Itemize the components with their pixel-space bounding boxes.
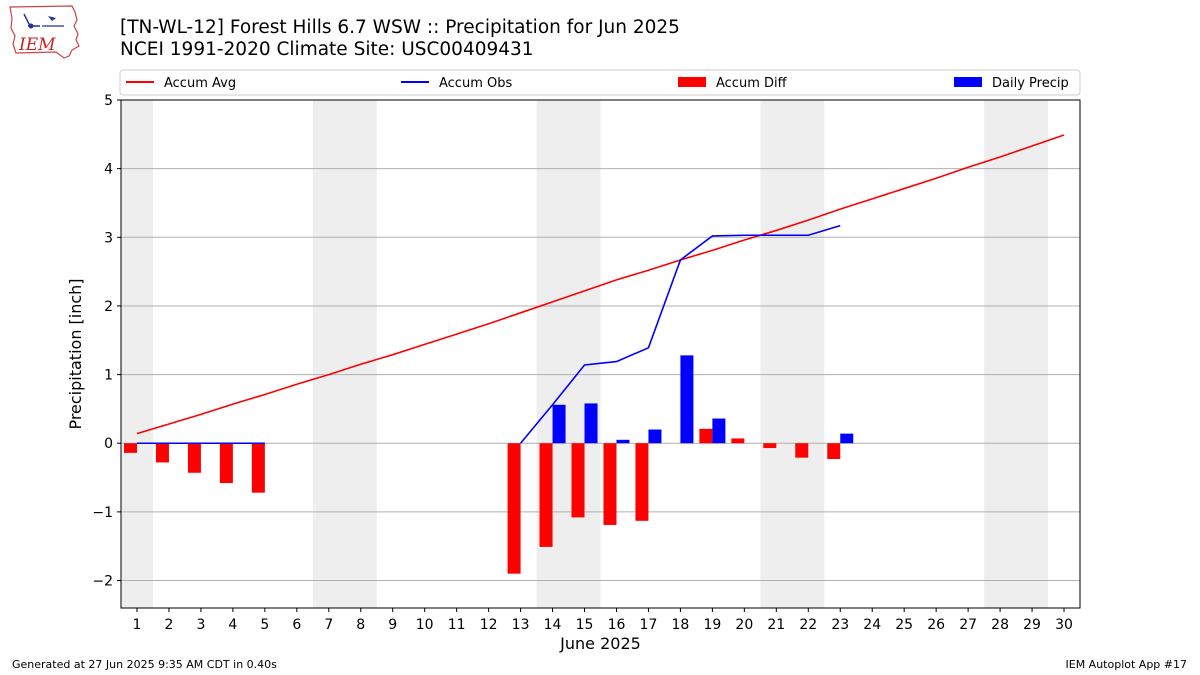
diff-bar — [539, 443, 553, 547]
legend-box — [119, 69, 1081, 96]
x-tick-label: 5 — [260, 617, 269, 633]
legend-label: Accum Obs — [439, 76, 512, 91]
x-tick-label: 24 — [863, 617, 881, 633]
diff-bar — [699, 428, 713, 444]
weekend-band — [760, 100, 825, 608]
x-tick-label: 15 — [576, 617, 594, 633]
diff-bar — [507, 443, 521, 574]
x-tick-label: 7 — [324, 617, 333, 633]
diff-bar — [731, 438, 745, 444]
y-tick-label: 0 — [104, 436, 113, 452]
diff-bar — [571, 443, 585, 518]
x-tick-label: 25 — [895, 617, 913, 633]
x-axis-label: June 2025 — [559, 634, 641, 653]
y-tick-label: −1 — [92, 505, 113, 521]
x-tick-label: 8 — [356, 617, 365, 633]
daily-precip-bar — [616, 439, 630, 444]
weekend-band — [312, 100, 377, 608]
daily-precip-bar — [584, 403, 598, 444]
diff-bar — [251, 443, 265, 493]
diff-bar — [219, 443, 233, 484]
diff-bar — [827, 443, 841, 460]
x-tick-label: 1 — [133, 617, 142, 633]
legend-label: Accum Avg — [164, 76, 236, 91]
generated-note: Generated at 27 Jun 2025 9:35 AM CDT in … — [12, 658, 277, 671]
x-tick-label: 27 — [959, 617, 977, 633]
diff-bar — [603, 443, 617, 525]
diff-bar — [123, 443, 137, 453]
x-tick-label: 10 — [416, 617, 434, 633]
x-tick-label: 20 — [735, 617, 753, 633]
x-tick-label: 16 — [608, 617, 626, 633]
x-tick-label: 4 — [228, 617, 237, 633]
y-tick-label: −2 — [92, 574, 113, 590]
x-tick-label: 29 — [1023, 617, 1041, 633]
y-tick-label: 2 — [104, 299, 113, 315]
legend-swatch — [954, 77, 982, 87]
daily-precip-bar — [648, 429, 662, 444]
accum-obs-line — [519, 224, 841, 444]
plot-frame — [120, 99, 1081, 609]
x-tick-label: 14 — [544, 617, 562, 633]
logo-text: IEM — [18, 35, 56, 55]
x-tick-label: 2 — [164, 617, 173, 633]
diff-bar — [155, 443, 169, 463]
x-tick-label: 21 — [767, 617, 785, 633]
diff-bar — [795, 443, 809, 458]
y-tick-label: 3 — [104, 230, 113, 246]
x-tick-label: 22 — [799, 617, 817, 633]
weekend-band — [121, 100, 153, 608]
daily-precip-bar — [840, 433, 854, 444]
legend-label: Daily Precip — [992, 76, 1069, 91]
y-tick-label: 1 — [104, 368, 113, 384]
x-tick-label: 6 — [292, 617, 301, 633]
legend-swatch — [678, 77, 706, 87]
app-credit: IEM Autoplot App #17 — [1065, 658, 1188, 671]
diff-bar — [763, 443, 777, 449]
x-tick-label: 17 — [640, 617, 658, 633]
x-tick-label: 13 — [512, 617, 530, 633]
x-tick-label: 19 — [703, 617, 721, 633]
y-tick-label: 4 — [104, 162, 113, 178]
y-tick-label: 5 — [104, 93, 113, 109]
x-tick-label: 30 — [1055, 617, 1073, 633]
daily-precip-bar — [552, 404, 566, 444]
x-tick-label: 9 — [388, 617, 397, 633]
diff-bar — [187, 443, 201, 473]
accum-avg-line — [136, 134, 1065, 435]
daily-precip-bar — [680, 355, 694, 444]
diff-bar — [635, 443, 649, 521]
chart-subtitle: NCEI 1991-2020 Climate Site: USC00409431 — [120, 39, 534, 60]
legend-label: Accum Diff — [716, 76, 788, 91]
y-axis-label: Precipitation [inch] — [66, 278, 85, 429]
chart-title: [TN-WL-12] Forest Hills 6.7 WSW :: Preci… — [120, 17, 680, 38]
x-tick-label: 23 — [831, 617, 849, 633]
daily-precip-bar — [712, 418, 726, 444]
x-tick-label: 11 — [448, 617, 466, 633]
x-tick-label: 3 — [196, 617, 205, 633]
x-tick-label: 12 — [480, 617, 498, 633]
x-tick-label: 28 — [991, 617, 1009, 633]
weekend-band — [984, 100, 1049, 608]
x-tick-label: 26 — [927, 617, 945, 633]
iem-logo: IEM — [6, 4, 82, 60]
x-tick-label: 18 — [672, 617, 690, 633]
